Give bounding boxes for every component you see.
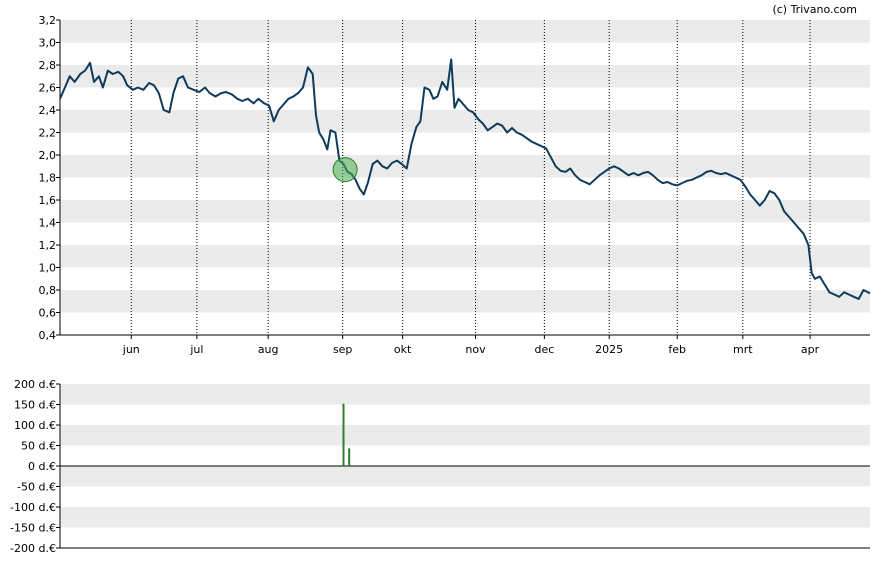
price-line <box>59 58 871 300</box>
price-vertical-gridlines <box>130 20 811 339</box>
y-tick-label: 0,4 <box>39 329 57 342</box>
volume-band <box>60 425 870 446</box>
price-band <box>60 20 870 43</box>
x-tick-label-nov: nov <box>465 343 486 356</box>
y-tick-label: 3,0 <box>39 37 57 50</box>
volume-y-tick-label: 100 d.€ <box>14 419 56 432</box>
volume-y-tick-labels: 200 d.€ 150 d.€ 100 d.€ 50 d.€ 0 d.€ -50 d.€ -… <box>10 378 60 555</box>
x-tick-label-okt: okt <box>394 343 412 356</box>
price-band <box>60 155 870 178</box>
x-tick-label-sep: sep <box>333 343 352 356</box>
volume-y-tick-label: -50 d.€ <box>17 481 56 494</box>
price-band <box>60 245 870 268</box>
volume-bars <box>342 403 351 466</box>
y-tick-label: 0,8 <box>39 284 57 297</box>
x-tick-label-dec: dec <box>534 343 554 356</box>
price-series <box>59 58 871 300</box>
price-band <box>60 200 870 223</box>
price-y-tick-labels: 0,4 0,6 0,8 1,0 1,2 1,4 1,6 1,8 2,0 2,2 2,4 2,6 2,8 3… <box>39 14 60 342</box>
y-tick-label: 2,8 <box>39 59 57 72</box>
y-tick-label: 1,2 <box>39 239 57 252</box>
x-tick-label-jul: jul <box>189 343 203 356</box>
volume-y-tick-label: 50 d.€ <box>21 440 56 453</box>
volume-y-tick-label: 0 d.€ <box>28 460 56 473</box>
volume-y-tick-label: -150 d.€ <box>10 522 56 535</box>
event-marker <box>332 157 358 183</box>
volume-bar <box>348 448 351 466</box>
price-panel-bands <box>60 20 870 313</box>
volume-panel-bands <box>60 384 870 528</box>
y-tick-label: 1,8 <box>39 172 57 185</box>
y-tick-label: 2,2 <box>39 127 57 140</box>
y-tick-label: 1,6 <box>39 194 57 207</box>
volume-band <box>60 507 870 528</box>
credit-label: (c) Trivano.com <box>772 3 857 16</box>
x-tick-label-feb: feb <box>668 343 686 356</box>
y-tick-label: 1,4 <box>39 217 57 230</box>
volume-band <box>60 466 870 487</box>
volume-y-tick-label: -100 d.€ <box>10 501 56 514</box>
price-band <box>60 65 870 88</box>
volume-y-tick-label: 200 d.€ <box>14 378 56 391</box>
volume-band <box>60 384 870 405</box>
price-band <box>60 290 870 313</box>
price-x-tick-labels: jun jul aug sep okt nov dec 2025 feb mrt apr <box>122 343 820 356</box>
price-band <box>60 110 870 133</box>
x-tick-label-aug: aug <box>258 343 279 356</box>
x-tick-label-2025: 2025 <box>595 343 623 356</box>
volume-bar <box>342 403 345 466</box>
price-marker <box>332 157 358 183</box>
volume-y-tick-label: 150 d.€ <box>14 399 56 412</box>
x-tick-label-apr: apr <box>801 343 820 356</box>
y-tick-label: 2,4 <box>39 104 57 117</box>
y-tick-label: 0,6 <box>39 307 57 320</box>
volume-y-tick-label: -200 d.€ <box>10 542 56 555</box>
y-tick-label: 2,6 <box>39 82 57 95</box>
y-tick-label: 3,2 <box>39 14 57 27</box>
x-tick-label-jun: jun <box>122 343 140 356</box>
x-tick-label-mrt: mrt <box>733 343 753 356</box>
y-tick-label: 1,0 <box>39 262 57 275</box>
y-tick-label: 2,0 <box>39 149 57 162</box>
